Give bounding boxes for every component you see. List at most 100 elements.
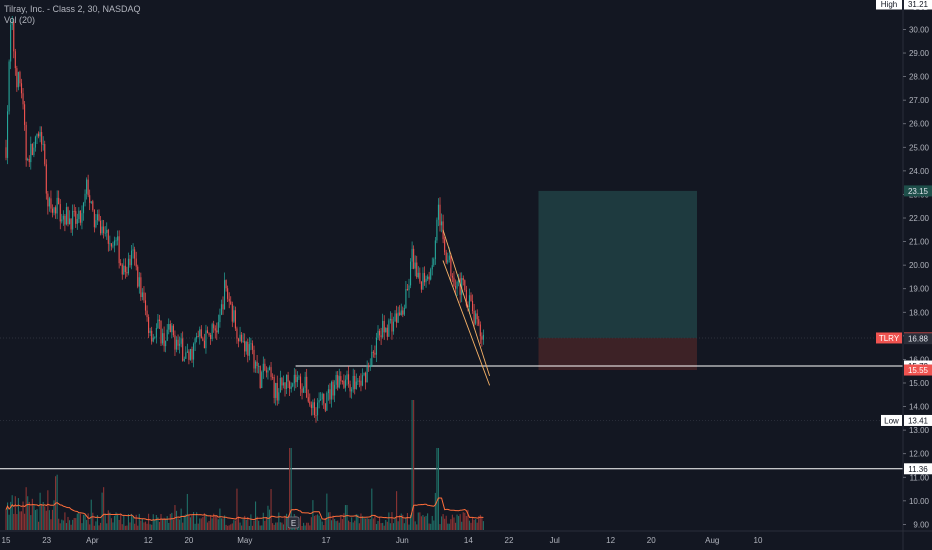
candle <box>117 230 119 246</box>
price-tick-label: 22.00 <box>909 214 930 223</box>
channel-upper-line[interactable] <box>442 229 491 377</box>
candle <box>392 316 395 335</box>
candle <box>118 230 120 269</box>
candle <box>179 336 181 354</box>
candle <box>206 326 209 334</box>
candle <box>382 313 384 339</box>
volume-bar <box>82 514 85 530</box>
candle <box>383 315 385 340</box>
volume-bar <box>69 520 71 530</box>
candle <box>140 272 142 301</box>
candle <box>31 143 33 156</box>
candle <box>439 197 441 232</box>
volume-bar <box>194 523 196 530</box>
candle <box>416 255 418 279</box>
volume-bar <box>90 499 92 530</box>
volume-bar <box>171 512 173 530</box>
candle <box>420 281 422 293</box>
candle <box>124 258 126 279</box>
volume-bar <box>379 517 381 530</box>
volume-bar <box>439 524 441 530</box>
candle <box>81 205 83 230</box>
volume-bar <box>50 519 52 530</box>
volume-bar <box>217 519 219 530</box>
candle <box>89 189 91 211</box>
candle <box>234 306 236 331</box>
volume-bar <box>79 513 81 530</box>
volume-bar <box>8 514 10 530</box>
price-axis[interactable]: 9.00 10.00 11.00 12.00 13.00 14.00 15.00 16.00 1… <box>902 0 932 550</box>
volume-bar <box>185 514 187 530</box>
candle <box>69 210 71 225</box>
volume-bar <box>87 513 89 530</box>
candle <box>84 189 86 207</box>
volume-bar <box>343 513 345 530</box>
candle <box>256 355 258 374</box>
volume-bar <box>396 491 398 530</box>
price-tick-label: 21.00 <box>909 238 930 247</box>
candle <box>45 159 47 200</box>
candle <box>431 257 433 276</box>
volume-bar <box>340 516 342 530</box>
volume-bar <box>324 518 326 530</box>
volume-bar <box>24 513 26 530</box>
candle <box>450 253 452 282</box>
candle <box>228 292 230 309</box>
time-axis[interactable]: 15 23 Apr 12 20 May 17 Jun 14 22 Jul 12 20 Aug 10 <box>2 536 763 545</box>
volume-bar <box>306 522 308 530</box>
candle <box>33 141 35 158</box>
candle <box>138 272 140 294</box>
volume-bar <box>267 505 269 530</box>
candle <box>379 328 381 341</box>
volume-bar <box>382 522 384 530</box>
volume-bar <box>451 514 453 530</box>
candle <box>307 389 309 403</box>
candle <box>261 370 263 389</box>
volume-bar <box>61 519 63 530</box>
symbol-title: Tilray, Inc. - Class 2, 30, NASDAQ <box>4 4 141 14</box>
candle <box>61 213 63 224</box>
channel-lower-line[interactable] <box>442 260 491 386</box>
volume-bar <box>211 518 213 530</box>
candle <box>44 140 46 167</box>
earnings-badge[interactable]: E <box>287 516 300 529</box>
volume-bar <box>431 515 433 530</box>
candle <box>444 236 446 256</box>
price-tick-label: 19.00 <box>909 285 930 294</box>
candle <box>158 314 160 329</box>
time-tick-label: 14 <box>464 536 473 545</box>
candle <box>8 59 10 115</box>
volume-bar <box>31 498 33 530</box>
volume-bar <box>228 525 230 530</box>
candle <box>55 205 57 219</box>
candle <box>211 322 213 342</box>
candle <box>188 349 190 365</box>
volume-bar <box>453 517 455 530</box>
volume-bar <box>98 525 100 530</box>
position-stop-zone[interactable] <box>538 337 697 371</box>
volume-bar <box>38 521 40 530</box>
time-tick-label: 23 <box>42 536 51 545</box>
candle <box>185 346 187 359</box>
candle <box>326 391 328 412</box>
descending-channel[interactable] <box>442 229 491 386</box>
candle <box>96 209 98 226</box>
candle <box>296 371 298 387</box>
position-target-zone[interactable] <box>538 190 697 338</box>
high-label: High <box>881 0 897 9</box>
candle <box>199 326 201 345</box>
volume-bar <box>216 516 218 530</box>
volume-bar <box>383 525 385 530</box>
candle <box>244 333 246 358</box>
bottom-price-badge: 11.36 <box>904 463 932 475</box>
candle <box>162 328 164 346</box>
volume-bar <box>341 519 343 530</box>
candle <box>172 323 174 338</box>
prev-price-value: 16.88 <box>908 335 929 344</box>
volume-bar <box>344 505 346 530</box>
candle <box>106 222 108 240</box>
candle <box>368 362 370 372</box>
volume-bar <box>138 513 140 530</box>
volume-bar <box>219 508 221 530</box>
